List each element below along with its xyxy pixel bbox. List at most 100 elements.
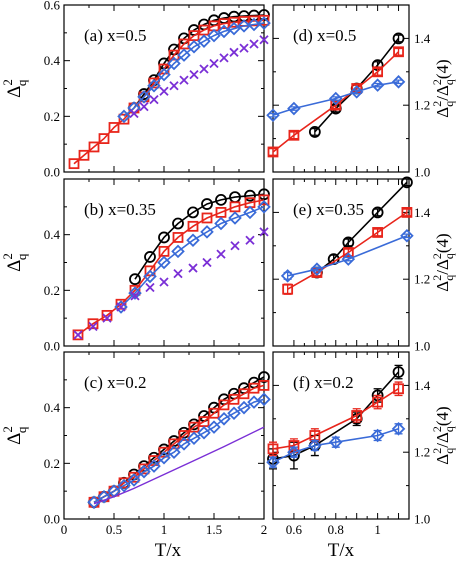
data-point-s1-0 — [267, 443, 279, 455]
series-purple — [93, 426, 265, 505]
panel-b: 0.0 0.2 0.4 (b) x=0.35 Δ2q — [0, 178, 271, 354]
data-point-s3-8 — [188, 263, 198, 273]
data-point-s3-0 — [73, 330, 83, 340]
data-point-s2-0 — [266, 455, 280, 469]
data-point-s1-17 — [258, 379, 270, 391]
data-point-s3-4 — [130, 291, 140, 301]
series-blue — [266, 422, 406, 469]
data-point-s3-11 — [230, 241, 240, 251]
series-line-red — [77, 199, 265, 336]
data-point-s2-17 — [257, 392, 271, 407]
error-bar — [344, 256, 353, 262]
data-point-s2-2 — [341, 252, 356, 266]
data-point-s3-5 — [179, 75, 189, 85]
data-point-s0-9 — [258, 188, 270, 201]
panel-label-b: (b) x=0.35 — [84, 200, 156, 219]
data-point-s1-15 — [238, 388, 250, 400]
data-point-s2-2 — [308, 438, 322, 453]
data-point-s1-4 — [372, 396, 384, 408]
y-tick-label: 0.4 — [44, 53, 61, 68]
panel-label-c: (c) x=0.2 — [84, 373, 146, 392]
data-point-s2-11 — [197, 425, 211, 440]
data-point-s3-6 — [159, 277, 169, 287]
data-point-s2-13 — [247, 17, 261, 32]
data-point-s2-5 — [167, 56, 181, 71]
panel-label-f: (f) x=0.2 — [293, 373, 354, 392]
data-point-s1-3 — [372, 227, 384, 238]
data-point-s1-8 — [148, 77, 160, 89]
data-point-s3-10 — [216, 249, 226, 259]
data-point-s1-8 — [187, 220, 199, 232]
y-axis-title-left: Δ2q — [0, 253, 29, 272]
data-point-s2-3 — [147, 78, 161, 93]
data-point-s3-7 — [173, 268, 183, 279]
data-point-s2-1 — [310, 262, 324, 276]
error-bar — [269, 112, 277, 118]
y-tick-label: 1.4 — [414, 205, 431, 220]
data-point-s2-7 — [214, 216, 228, 231]
panel-d: 1.0 1.2 1.4 (d) x=0.5 Δ2q/Δ2q(4) — [266, 4, 456, 180]
data-point-s3-0 — [129, 108, 139, 119]
series-red — [282, 206, 413, 295]
series-line-blue — [120, 206, 265, 308]
data-point-s1-5 — [393, 383, 404, 395]
series-line-blue — [93, 398, 265, 503]
data-point-s0-17 — [258, 371, 270, 383]
data-point-s2-6 — [200, 225, 214, 239]
panels-group: 0.0 0.2 0.4 0.6 (a) x=0.5 Δ2q 0.0 0.2 0.4 (b) x=0… — [0, 0, 456, 537]
data-point-s2-9 — [207, 28, 221, 43]
plot-frame — [272, 178, 410, 347]
data-point-s2-6 — [177, 48, 191, 62]
data-point-s1-7 — [172, 232, 184, 243]
data-point-s0-5 — [201, 198, 213, 210]
data-point-s0-3 — [172, 217, 184, 230]
data-point-s1-4 — [401, 206, 413, 218]
x-tick-label: 0.5 — [106, 522, 122, 537]
data-point-s2-2 — [137, 90, 151, 104]
data-point-s2-7 — [187, 39, 201, 54]
data-point-s2-4 — [370, 78, 385, 92]
data-point-s1-9 — [201, 212, 213, 224]
x-tick-label: 1 — [161, 522, 168, 537]
data-point-s1-0 — [282, 283, 294, 295]
data-point-s2-12 — [207, 420, 221, 434]
data-point-s2-3 — [157, 255, 171, 270]
data-point-s1-6 — [148, 455, 160, 466]
data-point-s2-1 — [287, 101, 301, 116]
data-point-s2-12 — [237, 19, 251, 33]
data-point-s1-3 — [98, 133, 110, 145]
y-tick-label: 0.2 — [44, 456, 60, 471]
series-purple — [129, 35, 269, 119]
data-point-s0-4 — [187, 206, 199, 219]
y-axis-title-right: Δ2q/Δ2q(4) — [430, 233, 456, 291]
data-point-s1-5 — [393, 46, 404, 58]
y-axis-title-left: Δ2q — [0, 79, 29, 98]
data-point-s2-11 — [227, 21, 241, 36]
data-point-s2-9 — [177, 437, 191, 451]
series-black — [129, 188, 270, 286]
data-point-s3-8 — [209, 58, 219, 69]
data-point-s2-5 — [186, 233, 200, 248]
data-point-s2-13 — [217, 412, 231, 426]
data-point-s2-7 — [157, 450, 171, 465]
data-point-s2-8 — [167, 445, 181, 459]
x-tick-label: 2 — [261, 522, 268, 537]
data-point-s1-2 — [88, 141, 100, 153]
plot-frame — [272, 351, 410, 520]
data-point-s2-1 — [287, 445, 301, 459]
data-point-s1-18 — [248, 15, 260, 27]
series-blue — [87, 392, 271, 510]
data-point-s0-1 — [144, 251, 156, 263]
y-axis-title-left: Δ2q — [0, 426, 29, 445]
data-point-s1-3 — [351, 410, 363, 421]
data-point-s0-0 — [129, 273, 141, 286]
data-point-s0-2 — [158, 231, 170, 244]
series-red — [88, 379, 270, 508]
data-point-s1-4 — [108, 122, 120, 133]
data-point-s1-0 — [68, 158, 80, 170]
y-tick-label: 0.2 — [44, 283, 60, 298]
y-tick-label: 1.2 — [414, 98, 430, 113]
y-tick-label: 1.0 — [414, 339, 430, 354]
error-bar — [269, 147, 277, 156]
